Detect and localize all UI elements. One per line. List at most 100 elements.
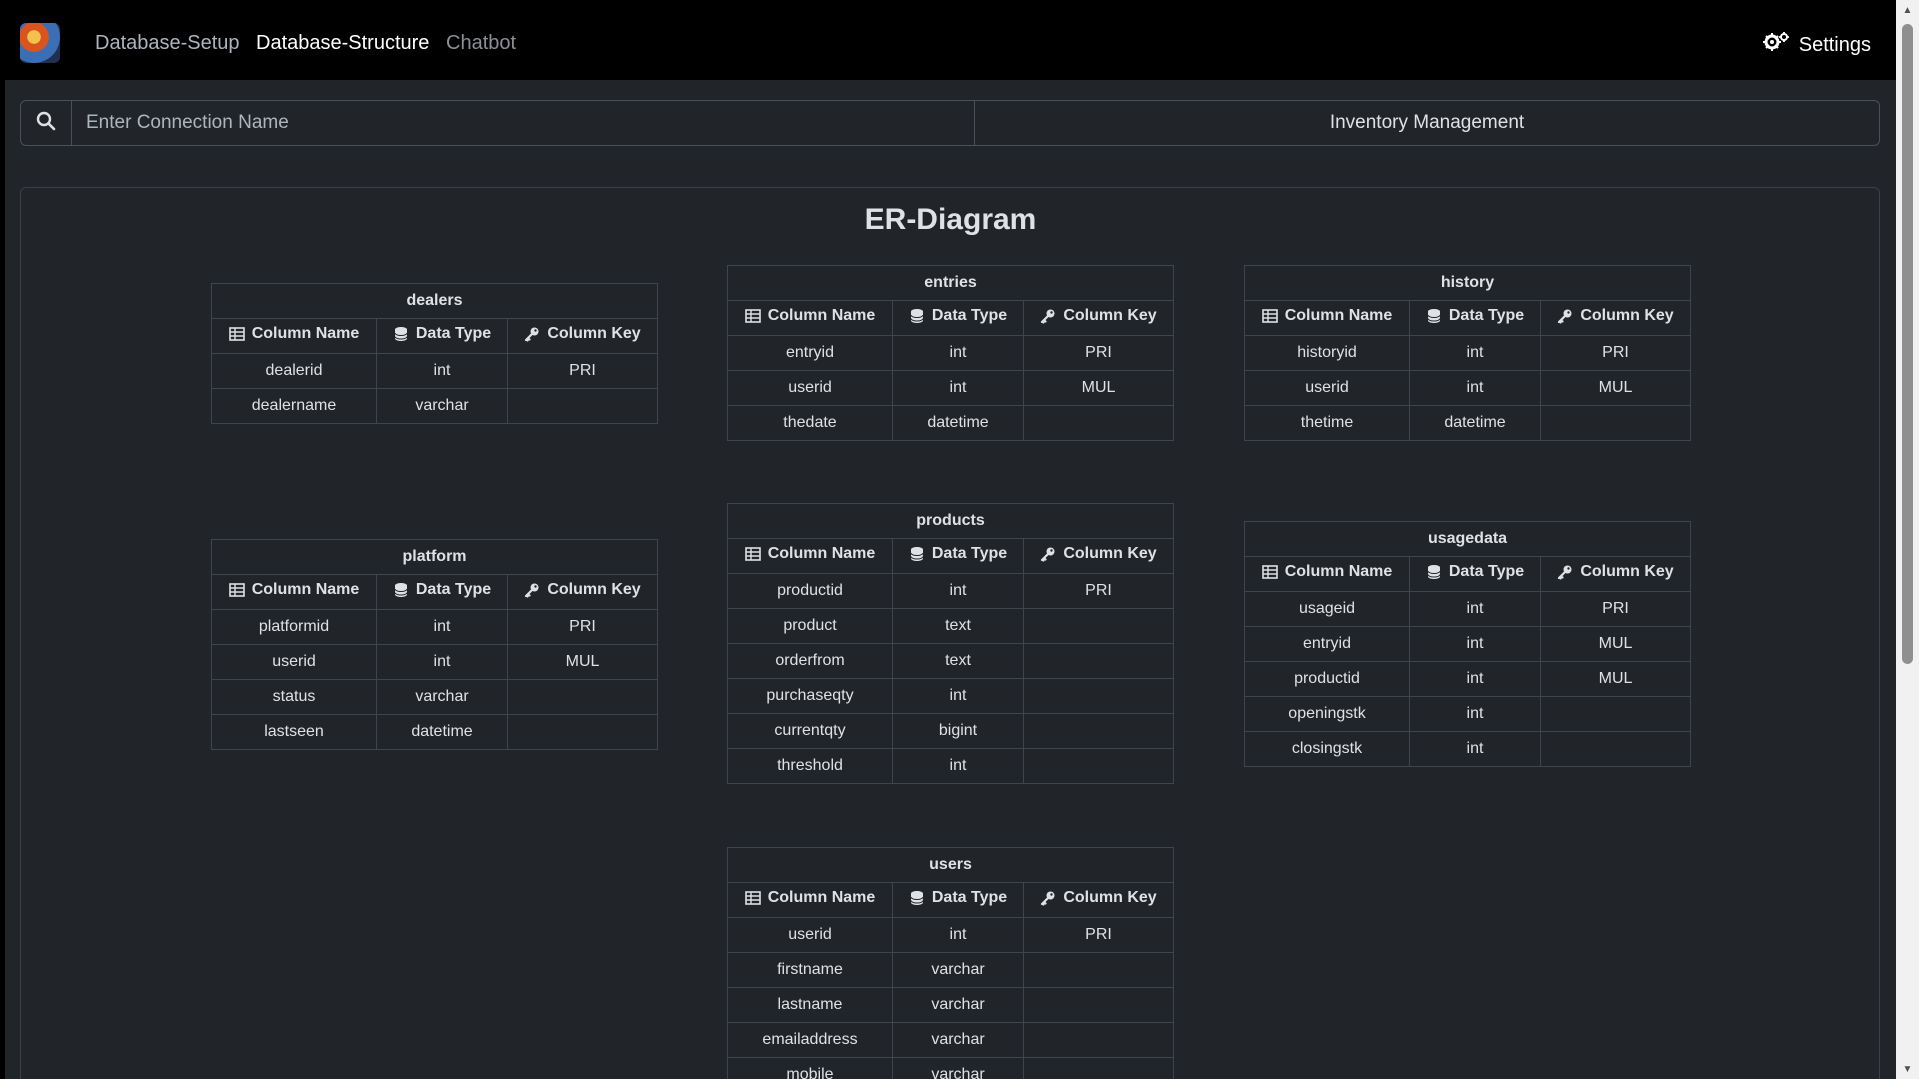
diagram-title: ER-Diagram [864, 203, 1037, 236]
column-key-cell [1022, 405, 1175, 441]
table-row: productid int MUL [1244, 661, 1692, 697]
scroll-up-arrow[interactable]: ▲ [1902, 4, 1913, 16]
table-row: closingstk int [1244, 731, 1692, 767]
column-key-cell [1022, 643, 1175, 679]
column-header: Column Key [1022, 538, 1175, 574]
column-name-cell: entryid [727, 335, 893, 371]
scrollbar[interactable]: ▲ ▼ [1896, 0, 1919, 1079]
database-icon [1426, 564, 1442, 580]
column-header-label: Column Name [1284, 563, 1393, 580]
nav-database-setup[interactable]: Database-Setup [95, 32, 240, 54]
table-row: historyid int PRI [1244, 335, 1692, 371]
key-icon [1040, 546, 1056, 562]
nav-chatbot[interactable]: Chatbot [446, 32, 517, 54]
column-key-cell: PRI [1022, 917, 1175, 953]
column-key-cell: PRI [507, 353, 658, 389]
column-key-cell [1022, 987, 1175, 1023]
column-header-label: Column Key [1063, 545, 1157, 562]
database-icon [909, 308, 925, 324]
data-type-cell: int [376, 353, 508, 389]
table-row: entryid int PRI [727, 335, 1175, 371]
data-type-cell: int [892, 917, 1024, 953]
er-diagram-card [20, 187, 1880, 1079]
table-name: usagedata [1243, 521, 1692, 557]
search-icon [36, 111, 56, 136]
scroll-down-arrow[interactable]: ▼ [1902, 1063, 1913, 1075]
column-name-cell: thetime [1244, 405, 1410, 441]
data-type-cell: varchar [892, 1057, 1024, 1079]
column-name-cell: firstname [727, 952, 893, 988]
data-type-cell: int [1409, 591, 1541, 627]
table-row: status varchar [211, 679, 659, 715]
data-type-cell: bigint [892, 713, 1024, 749]
data-type-cell: int [1409, 731, 1541, 767]
table-icon [744, 890, 761, 906]
table-row: mobile varchar [727, 1057, 1175, 1079]
table-row: platformid int PRI [211, 609, 659, 645]
table-row: dealerid int PRI [211, 353, 658, 389]
search-button[interactable] [21, 101, 72, 145]
column-name-cell: orderfrom [727, 643, 893, 679]
gears-icon [1762, 31, 1789, 59]
column-key-cell [506, 679, 659, 715]
column-header: Column Name [211, 574, 377, 610]
data-type-cell: int [1409, 696, 1541, 732]
column-key-cell: MUL [1539, 661, 1692, 697]
table-icon [744, 546, 761, 562]
column-header: Column Name [211, 318, 377, 354]
key-icon [1557, 308, 1573, 324]
column-key-cell: MUL [1539, 370, 1692, 406]
column-key-cell [1022, 1057, 1175, 1079]
data-type-cell: datetime [892, 405, 1024, 441]
column-key-cell: MUL [1022, 370, 1175, 406]
data-type-cell: varchar [376, 388, 508, 424]
column-key-cell: MUL [506, 644, 659, 680]
data-type-cell: datetime [376, 714, 508, 750]
key-icon [524, 582, 540, 598]
column-key-cell [1539, 731, 1692, 767]
column-name-cell: usageid [1244, 591, 1410, 627]
table-row: openingstk int [1244, 696, 1692, 732]
table-usagedata: usagedata Column Name Data Type Column Key u… [1243, 521, 1692, 767]
settings-label: Settings [1798, 34, 1871, 56]
data-type-cell: int [892, 678, 1024, 714]
table-row: productid int PRI [727, 573, 1175, 609]
settings-button[interactable]: Settings [1762, 31, 1871, 59]
column-header-label: Data Type [931, 545, 1008, 562]
scroll-thumb[interactable] [1902, 24, 1913, 664]
column-header-label: Column Key [1580, 563, 1674, 580]
database-name-display: Inventory Management [1329, 112, 1525, 133]
column-name-cell: mobile [727, 1057, 893, 1079]
table-row: userid int MUL [1244, 370, 1692, 406]
data-type-cell: int [1409, 661, 1541, 697]
column-name-cell: currentqty [727, 713, 893, 749]
column-key-cell: PRI [1539, 335, 1692, 371]
column-header-label: Column Name [1284, 307, 1393, 324]
data-type-cell: int [892, 573, 1024, 609]
table-row: emailaddress varchar [727, 1022, 1175, 1058]
table-row: userid int PRI [727, 917, 1175, 953]
column-name-cell: emailaddress [727, 1022, 893, 1058]
navbar: Database-Setup Database-Structure Chatbo… [5, 5, 1896, 80]
data-type-cell: int [1409, 335, 1541, 371]
data-type-cell: datetime [1409, 405, 1541, 441]
connection-name-input[interactable] [72, 101, 975, 145]
column-name-cell: lastseen [211, 714, 377, 750]
data-type-cell: int [892, 335, 1024, 371]
data-type-cell: int [1409, 370, 1541, 406]
column-header: Column Key [507, 318, 658, 354]
column-header: Data Type [892, 300, 1024, 336]
column-name-cell: threshold [727, 748, 893, 784]
data-type-cell: int [892, 370, 1024, 406]
column-key-cell: PRI [1539, 591, 1692, 627]
data-type-cell: varchar [892, 987, 1024, 1023]
data-type-cell: text [892, 608, 1024, 644]
app-logo[interactable] [20, 23, 60, 63]
column-key-cell [1539, 405, 1692, 441]
column-header: Column Name [727, 300, 893, 336]
table-users: users Column Name Data Type Column Key useri… [726, 847, 1175, 1079]
nav-database-structure[interactable]: Database-Structure [256, 32, 430, 54]
column-header: Column Key [506, 574, 659, 610]
table-row: firstname varchar [727, 952, 1175, 988]
column-name-cell: productid [727, 573, 893, 609]
